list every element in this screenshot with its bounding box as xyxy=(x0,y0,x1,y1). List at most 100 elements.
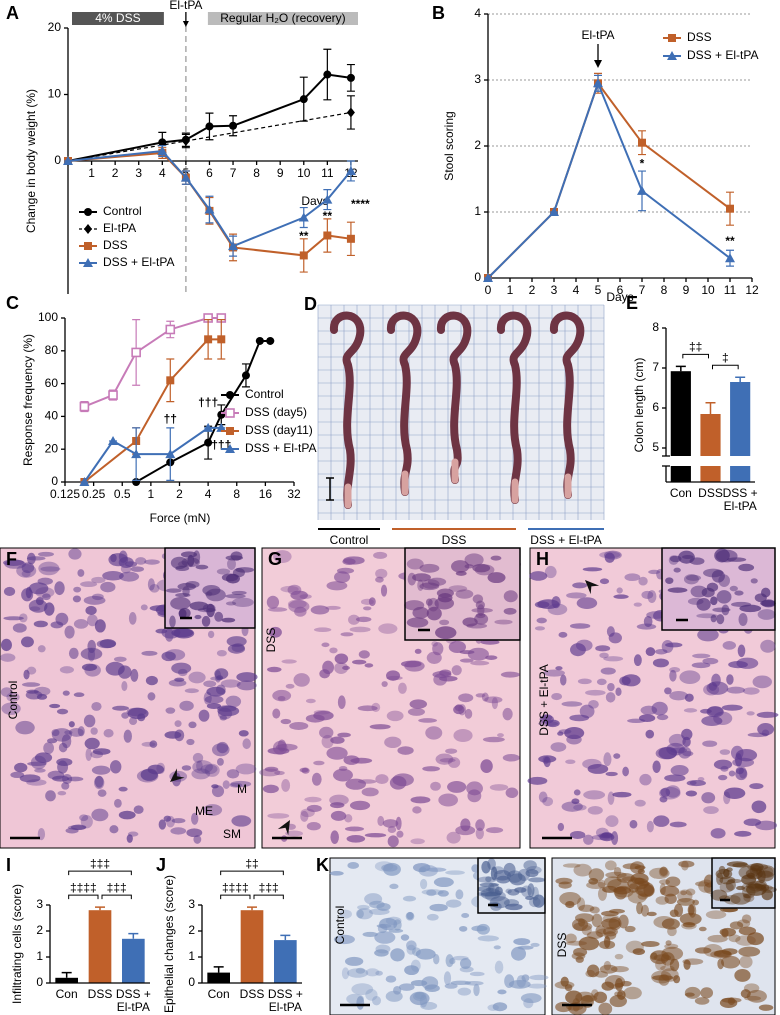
tissue-texture xyxy=(745,868,763,880)
tissue-texture xyxy=(50,621,64,629)
tissue-texture xyxy=(545,719,560,728)
tissue-texture xyxy=(44,602,55,616)
tissue-texture xyxy=(604,876,622,888)
tissue-texture xyxy=(566,592,587,599)
tissue-texture xyxy=(505,787,519,799)
tissue-texture xyxy=(227,644,246,654)
tissue-texture xyxy=(80,647,103,660)
tissue-texture xyxy=(601,981,615,991)
tissue-texture xyxy=(288,600,310,613)
tissue-texture xyxy=(420,1001,438,1010)
tissue-texture xyxy=(110,553,117,563)
tissue-texture xyxy=(294,606,307,617)
tissue-texture xyxy=(575,956,584,963)
tissue-texture xyxy=(528,877,546,883)
tissue-texture xyxy=(364,832,387,838)
y-tick-label: 8 xyxy=(652,320,659,334)
tissue-texture xyxy=(344,826,365,832)
tissue-texture xyxy=(28,582,49,595)
bar xyxy=(700,414,721,482)
phase-label: Regular H₂O (recovery) xyxy=(220,11,345,25)
marker xyxy=(298,212,309,222)
tissue-texture xyxy=(599,652,609,659)
tissue-texture xyxy=(723,787,746,800)
tissue-texture xyxy=(679,912,702,926)
tissue-texture xyxy=(646,820,654,833)
x-tick-label: 3 xyxy=(135,166,142,180)
tissue-texture xyxy=(721,704,743,711)
tissue-texture xyxy=(706,582,719,592)
tissue-texture xyxy=(532,894,545,908)
tissue-texture xyxy=(605,871,627,879)
tissue-texture xyxy=(186,738,195,746)
tissue-texture xyxy=(684,693,694,702)
tissue-texture xyxy=(705,910,727,919)
marker xyxy=(255,336,264,345)
tissue-texture xyxy=(696,613,718,619)
tissue-texture xyxy=(352,659,367,665)
tissue-texture xyxy=(49,703,61,709)
tissue-texture xyxy=(599,578,610,585)
y-tick-label: 20 xyxy=(48,20,62,34)
tissue-texture xyxy=(452,955,469,961)
colon xyxy=(497,311,532,504)
marker xyxy=(63,156,73,165)
tissue-texture xyxy=(165,707,176,714)
tissue-texture xyxy=(397,746,414,755)
tissue-texture xyxy=(51,729,60,737)
x-tick-label: DSS xyxy=(87,987,113,1001)
bar xyxy=(670,371,691,482)
y-tick-label: 5 xyxy=(652,440,659,454)
tissue-texture xyxy=(376,902,391,911)
tissue-texture xyxy=(477,935,499,942)
tissue-texture xyxy=(681,555,694,560)
tissue-texture xyxy=(225,695,242,708)
tissue-texture xyxy=(629,819,638,829)
tissue-texture xyxy=(64,625,75,639)
tissue-texture xyxy=(717,958,725,970)
x-tick-label: 0 xyxy=(485,283,492,297)
tissue-texture xyxy=(264,766,279,772)
tissue-texture xyxy=(492,1002,508,1012)
tissue-texture xyxy=(459,957,472,969)
tissue-texture xyxy=(188,671,206,684)
marker xyxy=(216,422,227,432)
tissue-texture xyxy=(760,587,771,598)
tissue-texture xyxy=(149,740,158,748)
tissue-texture xyxy=(310,605,330,615)
tissue-texture xyxy=(665,785,681,798)
tissue-texture xyxy=(221,617,236,623)
tissue-texture xyxy=(525,869,539,878)
tissue-texture xyxy=(569,623,591,629)
tissue-texture xyxy=(613,753,621,759)
tissue-texture xyxy=(226,769,240,779)
tissue-texture xyxy=(0,638,12,652)
tissue-texture xyxy=(45,790,56,802)
marker xyxy=(165,324,176,335)
tissue-texture xyxy=(701,715,723,726)
tissue-texture xyxy=(728,660,748,669)
tissue-texture xyxy=(404,660,425,672)
tissue-texture xyxy=(505,903,523,911)
tissue-texture xyxy=(555,666,563,671)
y-tick-label: 60 xyxy=(45,376,59,390)
tissue-texture xyxy=(345,778,367,790)
tissue-texture xyxy=(573,947,588,957)
x-tick-label: 0.5 xyxy=(114,487,131,501)
marker xyxy=(205,122,214,131)
tissue-texture xyxy=(25,690,43,700)
tissue-texture xyxy=(473,983,480,997)
tissue-texture xyxy=(235,763,257,775)
tissue-texture xyxy=(669,669,677,682)
tissue-texture xyxy=(68,721,75,728)
tissue-texture xyxy=(746,883,767,896)
tissue-texture xyxy=(477,604,485,616)
tissue-texture xyxy=(641,941,660,947)
tissue-texture xyxy=(421,976,439,990)
tissue-texture xyxy=(33,620,48,628)
tissue-texture xyxy=(762,866,774,877)
legend-marker xyxy=(226,427,234,435)
tissue-texture xyxy=(35,587,55,598)
significance-bracket xyxy=(68,894,99,900)
tissue-texture xyxy=(374,931,396,944)
